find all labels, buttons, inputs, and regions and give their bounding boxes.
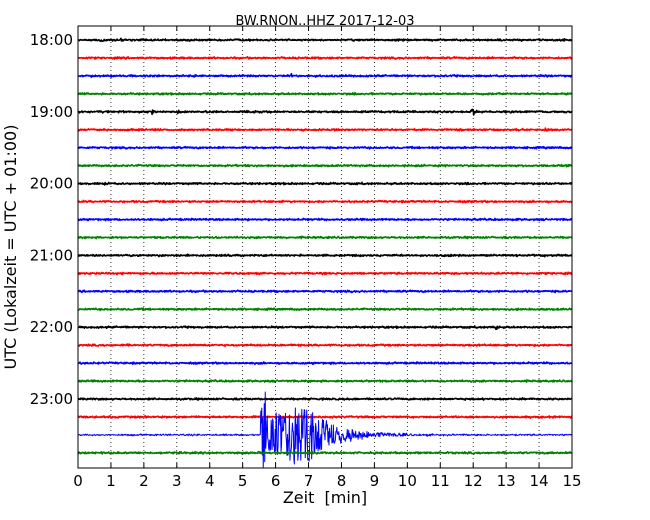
- y-tick-label: 21:00: [30, 246, 73, 264]
- x-tick-label: 9: [370, 472, 380, 490]
- trace-row-1915: [77, 127, 573, 132]
- y-tick-label: 22:00: [30, 318, 73, 336]
- y-tick-label: 18:00: [30, 31, 73, 49]
- x-axis-label: Zeit [min]: [283, 488, 367, 507]
- x-tick-label: 5: [238, 472, 248, 490]
- trace-row-2045: [77, 235, 573, 240]
- x-tick-label: 8: [337, 472, 347, 490]
- trace-row-2245: [77, 379, 573, 384]
- trace-row-2330: [77, 391, 573, 468]
- chart-title: BW.RNON..HHZ 2017-12-03: [235, 14, 414, 29]
- x-tick-label: 0: [73, 472, 83, 490]
- trace-row-1830: [77, 72, 573, 78]
- trace-row-2015: [77, 199, 573, 204]
- trace-group: [77, 37, 573, 468]
- x-tick-label: 2: [139, 472, 149, 490]
- tick-labels: 0 1 2 3 4 5 6 7 8 9 10 11 12 13 14 1518:0019:0020:0021:…: [30, 31, 582, 490]
- y-tick-label: 19:00: [30, 103, 73, 121]
- trace-row-2100: [77, 253, 573, 258]
- trace-row-1815: [77, 55, 573, 60]
- x-tick-label: 3: [172, 472, 182, 490]
- trace-row-1945: [77, 163, 573, 168]
- trace-row-1845: [77, 91, 573, 96]
- x-tick-label: 10: [398, 472, 417, 490]
- y-tick-label: 23:00: [30, 390, 73, 408]
- trace-row-2345: [77, 450, 573, 455]
- trace-row-1900: [77, 108, 573, 116]
- x-tick-label: 11: [431, 472, 450, 490]
- y-tick-label: 20:00: [30, 175, 73, 193]
- x-tick-label: 12: [464, 472, 483, 490]
- x-tick-label: 4: [205, 472, 215, 490]
- trace-row-2300: [77, 397, 573, 401]
- axis-ticks: [77, 26, 573, 468]
- trace-row-2215: [77, 343, 573, 348]
- plot-frame: [77, 25, 573, 469]
- x-tick-label: 7: [304, 472, 314, 490]
- x-tick-label: 6: [271, 472, 281, 490]
- trace-row-2145: [77, 307, 573, 312]
- trace-row-2000: [77, 181, 573, 186]
- trace-row-2115: [77, 271, 573, 276]
- x-tick-label: 1: [106, 472, 116, 490]
- trace-row-2030: [77, 217, 573, 222]
- trace-row-2200: [77, 325, 573, 331]
- trace-row-2130: [77, 289, 573, 294]
- trace-row-2315: [77, 414, 573, 419]
- trace-row-1800: [77, 37, 573, 43]
- x-tick-label: 13: [497, 472, 516, 490]
- x-tick-label: 14: [530, 472, 549, 490]
- trace-row-2230: [77, 361, 573, 366]
- grid-lines: [110, 26, 540, 468]
- trace-row-1930: [77, 145, 573, 150]
- y-axis-label: UTC (Lokalzeit = UTC + 01:00): [1, 125, 20, 370]
- x-tick-label: 15: [562, 472, 581, 490]
